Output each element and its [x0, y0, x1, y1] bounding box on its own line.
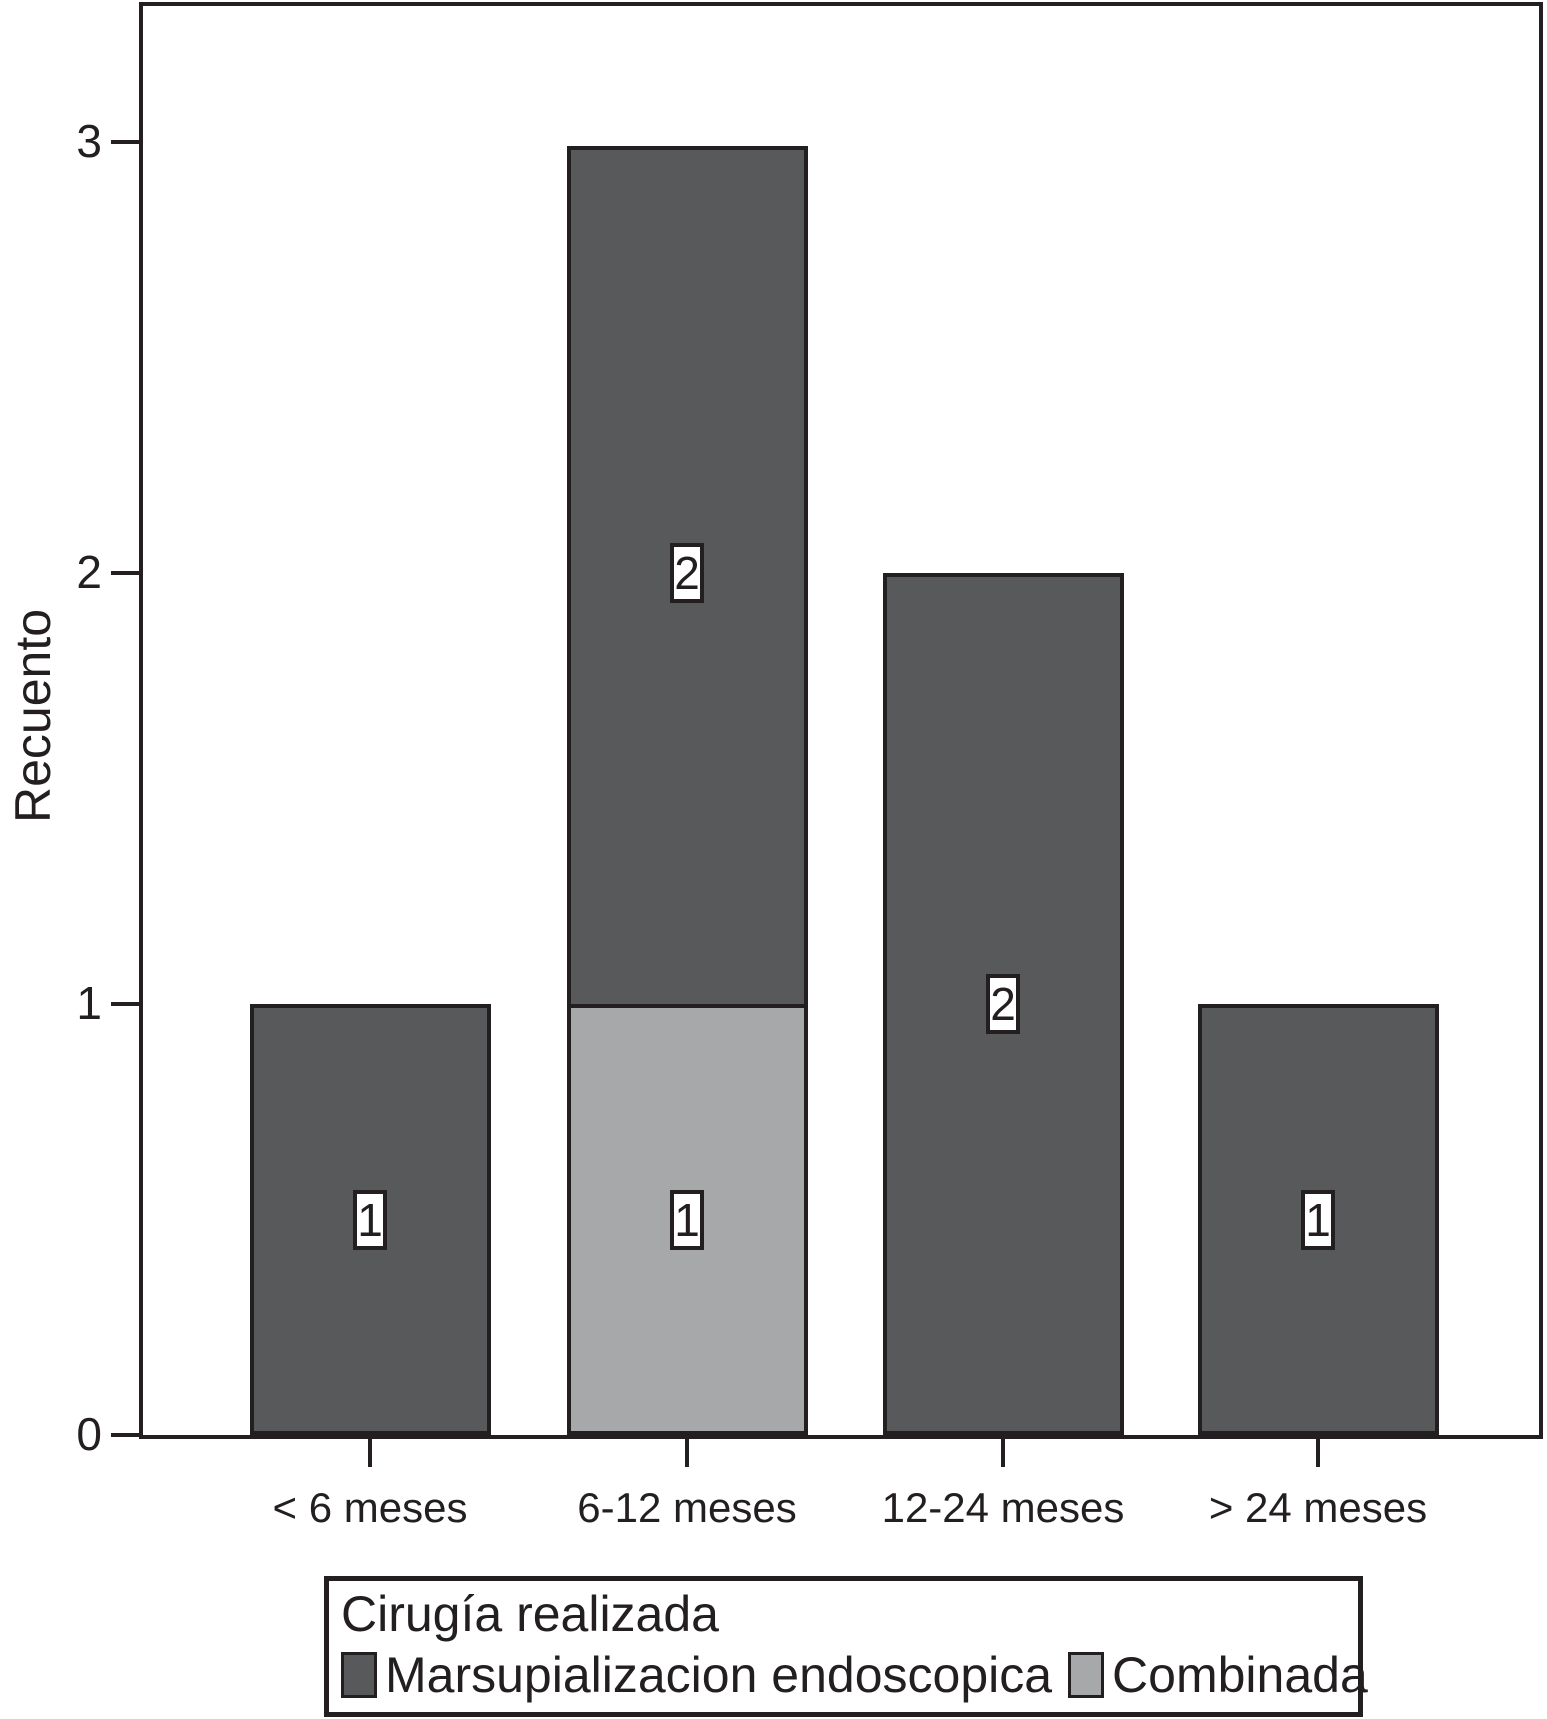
- y-tick: [111, 1433, 139, 1437]
- bar-value-label: 1: [353, 1189, 387, 1250]
- bar-value-label: 2: [986, 974, 1020, 1034]
- y-tick: [111, 571, 139, 575]
- legend-item-label: Marsupializacion endoscopica: [385, 1647, 1053, 1703]
- legend-swatch: [1068, 1652, 1105, 1698]
- x-tick-label: > 24 meses: [1208, 1484, 1428, 1531]
- y-tick-label: 0: [76, 1408, 102, 1460]
- legend-swatch: [341, 1652, 377, 1698]
- bar-segment: [566, 1004, 808, 1435]
- y-tick-label: 2: [76, 546, 102, 598]
- x-tick: [1001, 1439, 1005, 1467]
- legend-items: Marsupializacion endoscopica Combinada: [341, 1647, 1368, 1703]
- x-tick-label: < 6 meses: [272, 1484, 468, 1531]
- legend: Cirugía realizada Marsupializacion endos…: [324, 1576, 1368, 1717]
- y-tick: [111, 140, 139, 144]
- bar-value-label: 1: [1301, 1189, 1335, 1250]
- bar-value-label: 1: [670, 1189, 704, 1250]
- bar-segment: [882, 573, 1124, 1435]
- legend-item: Combinada: [1068, 1647, 1368, 1703]
- bar-value-label: 2: [670, 543, 704, 603]
- legend-item: Marsupializacion endoscopica: [341, 1647, 1052, 1703]
- plot-inner: 1 1 2 2 1: [143, 6, 1539, 1435]
- x-tick: [1316, 1439, 1320, 1467]
- plot-area: 1 1 2 2 1: [139, 2, 1543, 1439]
- x-tick-label: 6-12 meses: [577, 1484, 797, 1531]
- x-tick-label: 12-24 meses: [881, 1484, 1125, 1531]
- x-tick: [685, 1439, 689, 1467]
- y-tick: [111, 1002, 139, 1006]
- x-tick: [368, 1439, 372, 1467]
- legend-title: Cirugía realizada: [341, 1586, 719, 1642]
- legend-item-label: Combinada: [1112, 1647, 1368, 1703]
- y-axis-label: Recuento: [5, 608, 61, 824]
- y-tick-label: 3: [76, 115, 102, 167]
- y-tick-label: 1: [76, 977, 102, 1029]
